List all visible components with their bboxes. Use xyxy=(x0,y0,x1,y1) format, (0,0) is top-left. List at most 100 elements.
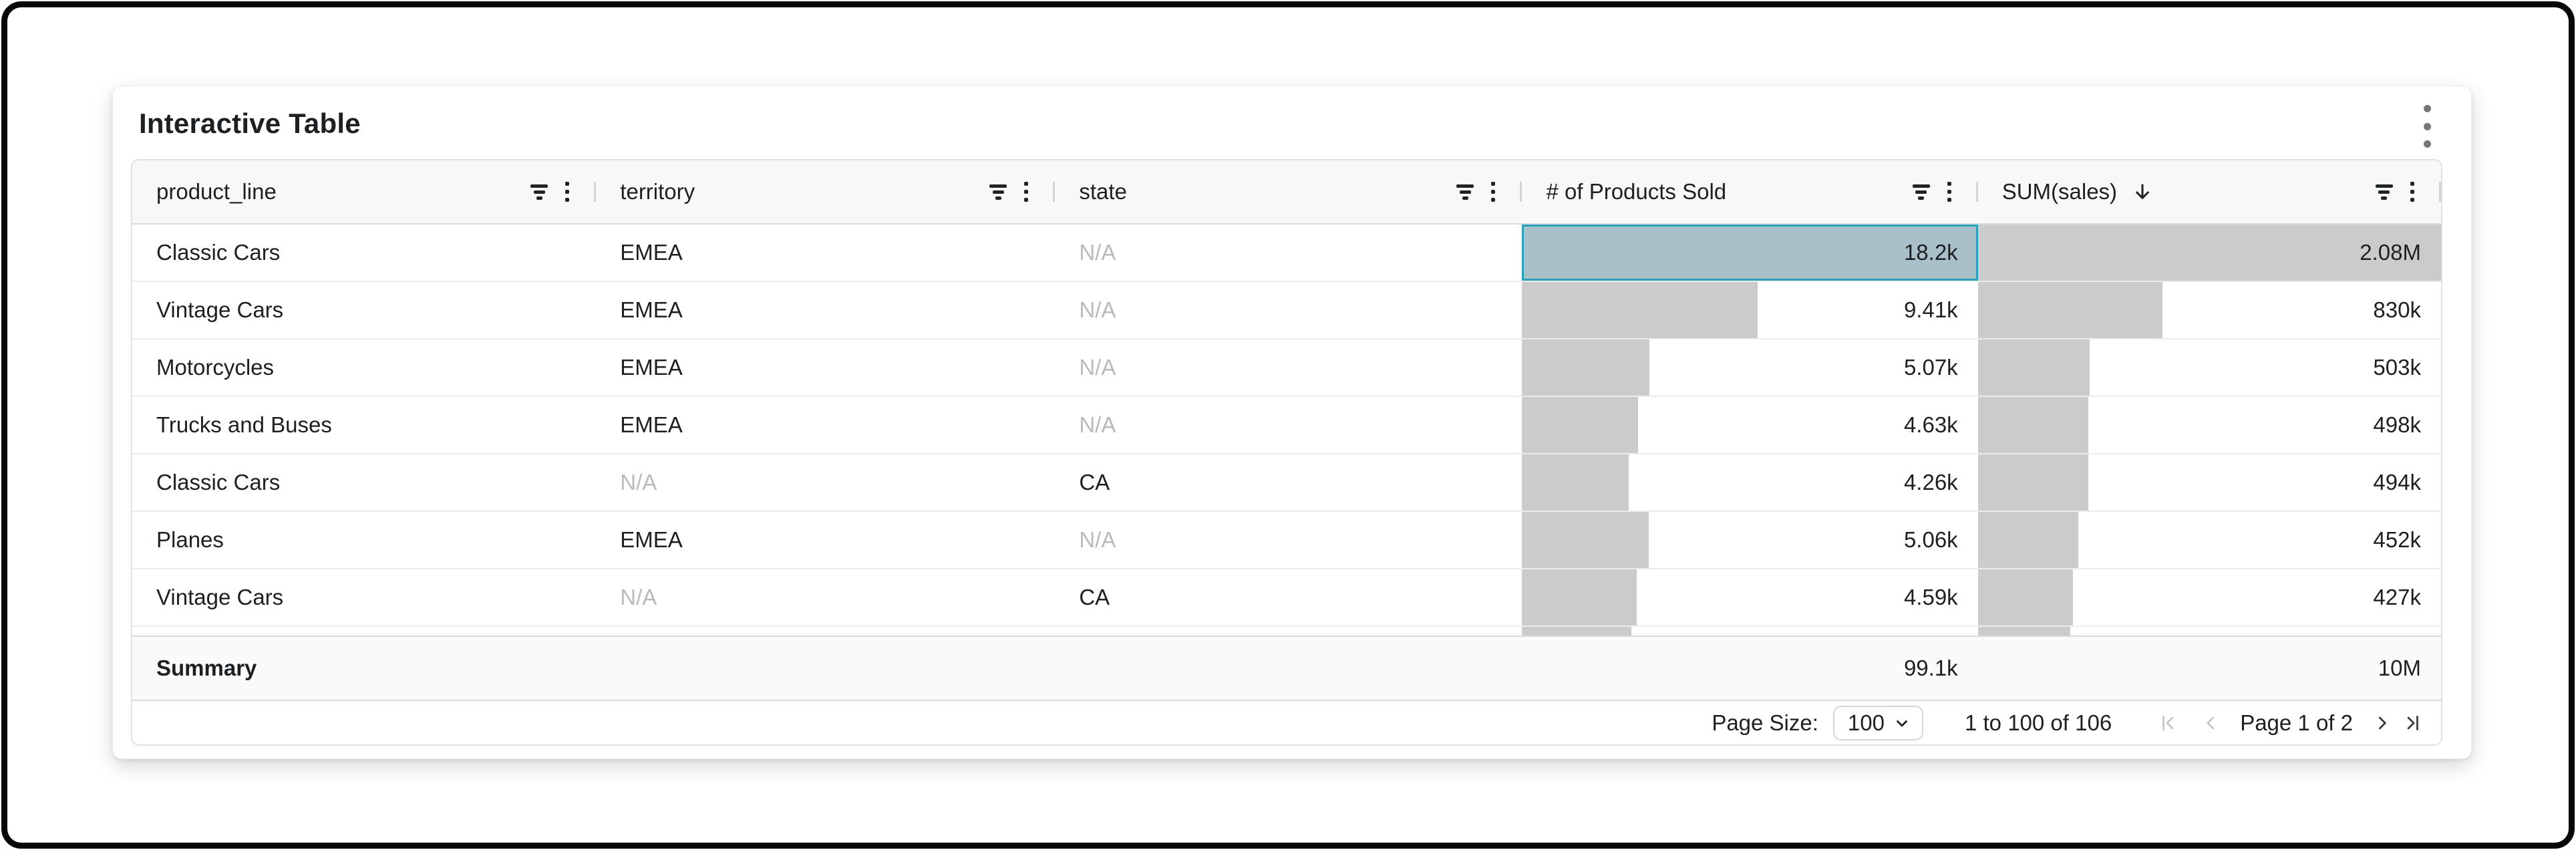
cell-territory[interactable] xyxy=(596,627,1055,635)
column-menu-icon[interactable] xyxy=(1947,182,1951,202)
cell-products-sold[interactable]: 4.63k xyxy=(1522,397,1977,453)
cell-products-sold[interactable]: 5.06k xyxy=(1522,512,1977,568)
filter-icon[interactable] xyxy=(1456,184,1474,200)
cell-products-sold[interactable] xyxy=(1522,627,1977,635)
cell-products-sold[interactable]: 18.2k xyxy=(1522,225,1978,281)
cell-products-sold[interactable]: 5.07k xyxy=(1522,339,1977,396)
cell-product-line[interactable]: Planes xyxy=(156,527,224,552)
column-header-label: SUM(sales) xyxy=(2001,179,2118,204)
summary-sales: 10M xyxy=(2378,656,2421,680)
products-sold-value: 5.06k xyxy=(1903,527,1958,552)
products-sold-bar xyxy=(1522,282,1758,338)
products-sold-bar xyxy=(1522,225,1978,281)
sales-value: 452k xyxy=(2373,527,2421,552)
cell-state[interactable] xyxy=(1055,627,1522,635)
cell-territory[interactable]: EMEA xyxy=(620,355,683,380)
cell-territory[interactable]: EMEA xyxy=(620,297,683,322)
row-range-text: 1 to 100 of 106 xyxy=(1964,710,2112,735)
column-menu-icon[interactable] xyxy=(565,182,570,202)
products-sold-bar xyxy=(1522,397,1638,453)
page-size-label: Page Size: xyxy=(1712,710,1818,735)
sales-bar xyxy=(1977,339,2090,396)
cell-sales[interactable] xyxy=(1977,627,2441,635)
page-size-select[interactable]: 100 xyxy=(1832,705,1923,740)
cell-products-sold[interactable]: 4.59k xyxy=(1522,569,1977,625)
cell-product-line[interactable]: Motorcycles xyxy=(156,355,275,380)
column-menu-icon[interactable] xyxy=(1024,182,1029,202)
chevron-left-icon xyxy=(2207,716,2215,729)
products-sold-value: 9.41k xyxy=(1903,297,1958,322)
column-header-label: territory xyxy=(620,179,695,204)
cell-territory[interactable]: EMEA xyxy=(620,240,683,265)
sort-desc-icon xyxy=(2136,184,2149,199)
cell-state[interactable]: N/A xyxy=(1079,527,1116,552)
products-sold-value: 4.59k xyxy=(1903,585,1958,609)
cell-product-line[interactable]: Classic Cars xyxy=(156,470,281,494)
cell-sales[interactable]: 830k xyxy=(1977,282,2441,338)
cell-product-line[interactable]: Vintage Cars xyxy=(156,585,284,609)
products-sold-bar xyxy=(1522,454,1629,511)
column-header-state[interactable]: state xyxy=(1055,160,1522,223)
column-menu-icon[interactable] xyxy=(1491,182,1496,202)
sales-value: 2.08M xyxy=(2360,240,2421,265)
filter-icon[interactable] xyxy=(530,184,548,200)
table-row: Classic Cars EMEA N/A 18.2k 2.08M xyxy=(132,225,2441,282)
cell-territory[interactable]: EMEA xyxy=(620,527,683,552)
column-header-label: # of Products Sold xyxy=(1546,179,1727,204)
cell-state[interactable]: CA xyxy=(1079,585,1110,609)
card-menu-button[interactable] xyxy=(2414,105,2440,148)
last-page-button[interactable] xyxy=(2401,711,2425,735)
cell-product-line[interactable]: Vintage Cars xyxy=(156,297,284,322)
table-row: Classic Cars N/A CA 4.26k 494k xyxy=(132,454,2441,512)
summary-territory xyxy=(596,637,1055,700)
column-header-territory[interactable]: territory xyxy=(596,160,1055,223)
table-row: Vintage Cars EMEA N/A 9.41k 830k xyxy=(132,282,2441,339)
partial-row-sales-bar xyxy=(1977,627,2071,635)
column-header-products_sold[interactable]: # of Products Sold xyxy=(1522,160,1977,223)
table-row: Trucks and Buses EMEA N/A 4.63k 498k xyxy=(132,397,2441,454)
first-page-button[interactable] xyxy=(2156,711,2180,735)
filter-icon[interactable] xyxy=(2375,184,2393,200)
cell-sales[interactable]: 2.08M xyxy=(1977,225,2441,281)
column-header-product_line[interactable]: product_line xyxy=(132,160,596,223)
cell-sales[interactable]: 427k xyxy=(1977,569,2441,625)
cell-product-line[interactable] xyxy=(132,627,596,635)
cell-state[interactable]: N/A xyxy=(1079,297,1116,322)
sales-bar xyxy=(1977,454,2088,511)
cell-sales[interactable]: 452k xyxy=(1977,512,2441,568)
sales-bar xyxy=(1977,397,2089,453)
cell-products-sold[interactable]: 4.26k xyxy=(1522,454,1977,511)
filter-icon[interactable] xyxy=(989,184,1007,200)
cell-territory[interactable]: N/A xyxy=(620,585,657,609)
sales-value: 427k xyxy=(2373,585,2421,609)
cell-product-line[interactable]: Trucks and Buses xyxy=(156,412,332,437)
cell-sales[interactable]: 503k xyxy=(1977,339,2441,396)
cell-territory[interactable]: N/A xyxy=(620,470,657,494)
cell-sales[interactable]: 498k xyxy=(1977,397,2441,453)
column-header-label: product_line xyxy=(156,179,277,204)
cell-state[interactable]: N/A xyxy=(1079,355,1116,380)
cell-product-line[interactable]: Classic Cars xyxy=(156,240,281,265)
column-header-sales[interactable]: SUM(sales) xyxy=(1978,160,2441,223)
cell-products-sold[interactable]: 9.41k xyxy=(1522,282,1977,338)
next-page-button[interactable] xyxy=(2370,711,2394,735)
column-menu-icon[interactable] xyxy=(2410,182,2414,202)
page-indicator: Page 1 of 2 xyxy=(2240,710,2353,735)
partial-row-products-sold-bar xyxy=(1522,627,1632,635)
column-header-label: state xyxy=(1079,179,1127,204)
grid-header-row: product_line territory state # of Produc… xyxy=(132,160,2441,225)
cell-state[interactable]: CA xyxy=(1079,470,1110,494)
cell-state[interactable]: N/A xyxy=(1079,412,1116,437)
cell-territory[interactable]: EMEA xyxy=(620,412,683,437)
chevron-down-icon xyxy=(1897,720,1907,726)
page-size-value: 100 xyxy=(1847,710,1885,735)
previous-page-button[interactable] xyxy=(2199,711,2223,735)
table-row: Vintage Cars N/A CA 4.59k 427k xyxy=(132,569,2441,627)
filter-icon[interactable] xyxy=(1912,184,1930,200)
cell-state[interactable]: N/A xyxy=(1079,240,1116,265)
sales-value: 503k xyxy=(2373,355,2421,380)
summary-label: Summary xyxy=(156,656,257,680)
products-sold-bar xyxy=(1522,569,1637,625)
cell-sales[interactable]: 494k xyxy=(1977,454,2441,511)
